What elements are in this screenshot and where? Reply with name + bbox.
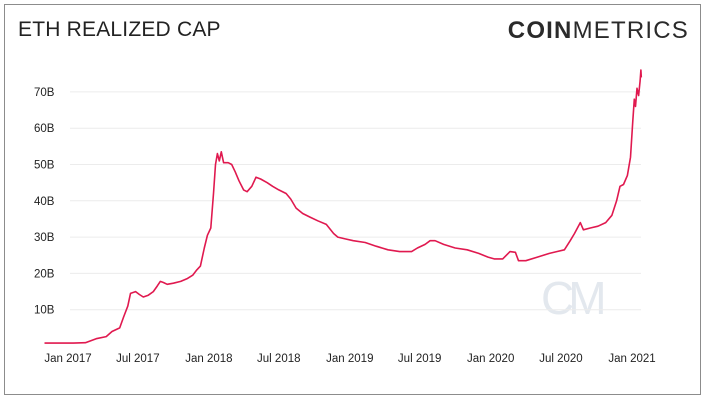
chart-frame: [4, 4, 701, 395]
x-tick-label: Jan 2018: [185, 353, 232, 365]
logo-light-text: METRICS: [572, 17, 689, 44]
y-tick-label: 50B: [34, 160, 55, 172]
x-tick-label: Jul 2017: [116, 353, 159, 365]
x-tick-label: Jul 2019: [398, 353, 441, 365]
logo-bold-text: COIN: [507, 17, 573, 44]
x-tick-label: Jan 2020: [467, 353, 514, 365]
coinmetrics-logo: COINMETRICS: [508, 17, 689, 45]
chart-title: ETH REALIZED CAP: [18, 18, 221, 41]
x-tick-label: Jan 2017: [44, 353, 91, 365]
eth-realized-cap-line: [44, 69, 643, 344]
watermark-logo: CM: [541, 272, 603, 324]
y-tick-label: 70B: [34, 87, 55, 99]
y-tick-label: 10B: [34, 305, 55, 317]
y-tick-label: 40B: [34, 196, 55, 208]
x-tick-label: Jan 2019: [326, 353, 373, 365]
y-tick-label: 30B: [34, 232, 55, 244]
x-tick-label: Jul 2018: [257, 353, 300, 365]
x-tick-label: Jul 2020: [539, 353, 582, 365]
y-tick-label: 60B: [34, 123, 55, 135]
x-tick-label: Jan 2021: [608, 353, 655, 365]
y-tick-label: 20B: [34, 268, 55, 280]
